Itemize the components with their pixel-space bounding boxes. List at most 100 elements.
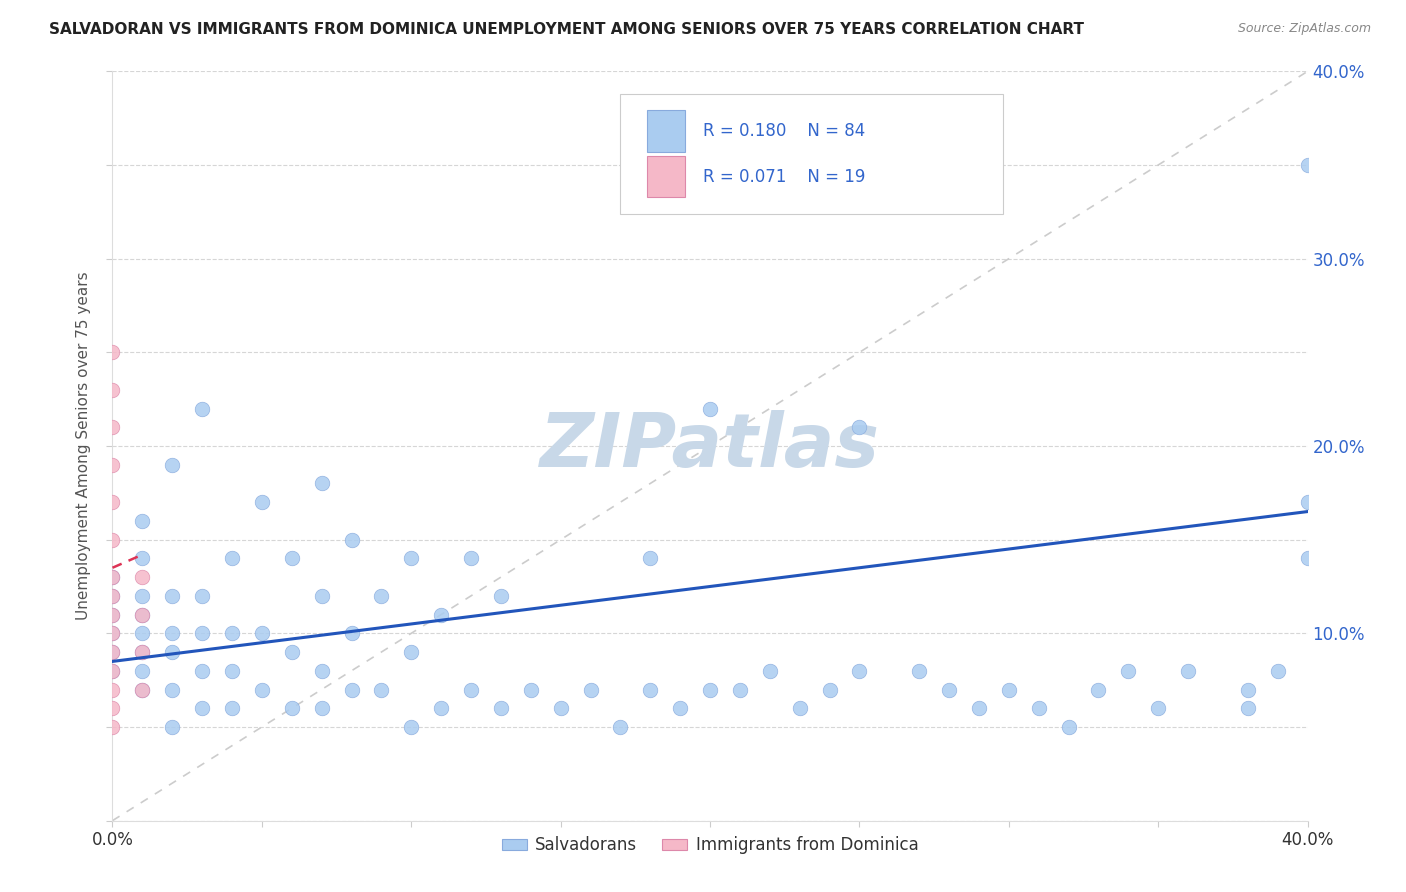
Text: Source: ZipAtlas.com: Source: ZipAtlas.com (1237, 22, 1371, 36)
Point (967, 701, 990, 715)
Point (401, 720, 423, 734)
Point (131, 626, 153, 640)
Point (101, 607, 124, 622)
Text: R = 0.071    N = 19: R = 0.071 N = 19 (703, 168, 865, 186)
Point (101, 589, 124, 603)
Point (1237, 682, 1260, 697)
Point (131, 664, 153, 678)
Point (101, 458, 124, 472)
Point (1296, 158, 1319, 172)
Point (908, 664, 931, 678)
Legend: Salvadorans, Immigrants from Dominica: Salvadorans, Immigrants from Dominica (495, 830, 925, 861)
Point (221, 626, 243, 640)
Point (759, 664, 782, 678)
Point (101, 420, 124, 434)
Point (460, 682, 482, 697)
Point (221, 551, 243, 566)
Point (101, 682, 124, 697)
Point (101, 645, 124, 659)
Point (579, 682, 602, 697)
Point (1147, 701, 1170, 715)
Point (131, 682, 153, 697)
Point (131, 514, 153, 528)
Point (191, 701, 214, 715)
Point (101, 495, 124, 509)
Point (101, 589, 124, 603)
Point (162, 645, 183, 659)
Point (938, 682, 960, 697)
Point (101, 626, 124, 640)
Point (340, 626, 363, 640)
Point (550, 701, 572, 715)
Point (1087, 682, 1109, 697)
Point (1057, 720, 1080, 734)
Point (101, 645, 124, 659)
Point (848, 664, 870, 678)
Point (131, 551, 153, 566)
Point (489, 589, 512, 603)
Point (101, 701, 124, 715)
Point (311, 476, 333, 491)
Point (848, 420, 870, 434)
Point (162, 720, 183, 734)
Point (1296, 495, 1319, 509)
Point (101, 383, 124, 397)
FancyBboxPatch shape (647, 156, 685, 197)
Point (131, 645, 153, 659)
Point (1118, 664, 1140, 678)
Point (101, 570, 124, 584)
Text: SALVADORAN VS IMMIGRANTS FROM DOMINICA UNEMPLOYMENT AMONG SENIORS OVER 75 YEARS : SALVADORAN VS IMMIGRANTS FROM DOMINICA U… (49, 22, 1084, 37)
Point (131, 645, 153, 659)
Point (311, 589, 333, 603)
Point (162, 458, 183, 472)
Point (250, 682, 273, 697)
Point (191, 664, 214, 678)
Point (250, 626, 273, 640)
Point (162, 589, 183, 603)
Point (1177, 664, 1199, 678)
Point (640, 551, 662, 566)
Point (101, 720, 124, 734)
Point (281, 551, 304, 566)
Point (520, 682, 543, 697)
FancyBboxPatch shape (647, 111, 685, 152)
Point (101, 626, 124, 640)
Text: ZIPatlas: ZIPatlas (540, 409, 880, 483)
Point (818, 682, 841, 697)
Point (370, 589, 392, 603)
Point (281, 701, 304, 715)
Point (191, 626, 214, 640)
Point (311, 701, 333, 715)
Point (998, 682, 1021, 697)
Point (609, 720, 631, 734)
Point (131, 570, 153, 584)
Point (162, 682, 183, 697)
Point (430, 701, 453, 715)
Point (101, 345, 124, 359)
Point (101, 570, 124, 584)
Point (699, 401, 721, 416)
Point (101, 664, 124, 678)
Y-axis label: Unemployment Among Seniors over 75 years: Unemployment Among Seniors over 75 years (76, 272, 91, 620)
Point (131, 607, 153, 622)
Point (430, 607, 453, 622)
Point (699, 682, 721, 697)
Point (1237, 701, 1260, 715)
Point (131, 607, 153, 622)
Point (370, 682, 392, 697)
FancyBboxPatch shape (620, 94, 1002, 214)
Text: R = 0.180    N = 84: R = 0.180 N = 84 (703, 122, 865, 140)
Point (401, 551, 423, 566)
Point (1028, 701, 1050, 715)
Point (669, 701, 692, 715)
Point (162, 626, 183, 640)
Point (101, 533, 124, 547)
Point (221, 701, 243, 715)
Point (340, 682, 363, 697)
Point (191, 589, 214, 603)
Point (191, 401, 214, 416)
Point (221, 664, 243, 678)
Point (640, 682, 662, 697)
Point (1296, 551, 1319, 566)
Point (131, 682, 153, 697)
